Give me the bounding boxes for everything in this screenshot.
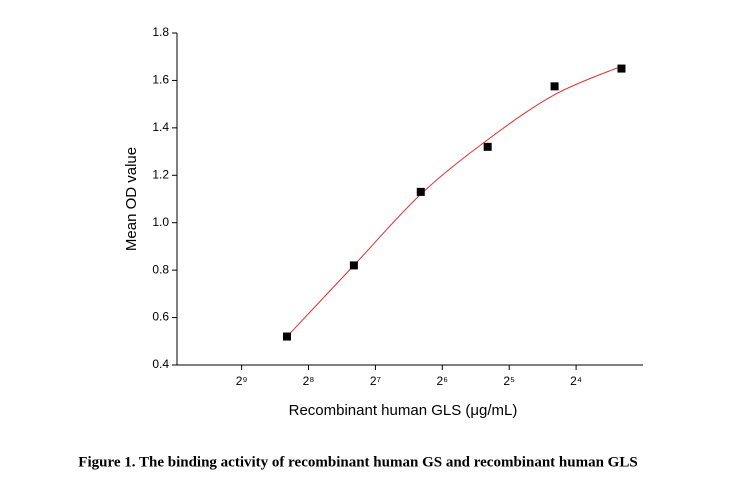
caption: Figure 1. The binding activity of recomb… <box>78 454 637 470</box>
y-tick-label: 1.8 <box>152 25 169 39</box>
x-tick-label: 2⁹ <box>236 374 248 388</box>
y-tick-label: 0.4 <box>152 357 169 371</box>
x-tick-label: 2⁶ <box>436 374 448 388</box>
data-point <box>282 332 291 341</box>
x-tick-label: 2⁸ <box>303 374 315 388</box>
y-tick-label: 0.6 <box>152 310 169 324</box>
y-tick-label: 1.2 <box>152 167 169 181</box>
data-point <box>483 142 492 151</box>
x-tick-label: 2⁴ <box>570 374 582 388</box>
data-point <box>349 261 358 270</box>
data-point <box>617 64 626 73</box>
fit-curve <box>286 65 622 337</box>
data-point <box>416 187 425 196</box>
y-tick-label: 1.0 <box>152 215 169 229</box>
x-axis-title: Recombinant human GLS (μg/mL) <box>289 402 518 419</box>
y-tick-label: 0.8 <box>152 262 169 276</box>
data-point <box>550 82 559 91</box>
x-tick-label: 2⁵ <box>503 374 515 388</box>
x-tick-label: 2⁷ <box>370 374 381 388</box>
y-tick-label: 1.4 <box>152 120 169 134</box>
y-tick-label: 1.6 <box>152 73 169 87</box>
y-axis-title: Mean OD value <box>123 147 140 251</box>
